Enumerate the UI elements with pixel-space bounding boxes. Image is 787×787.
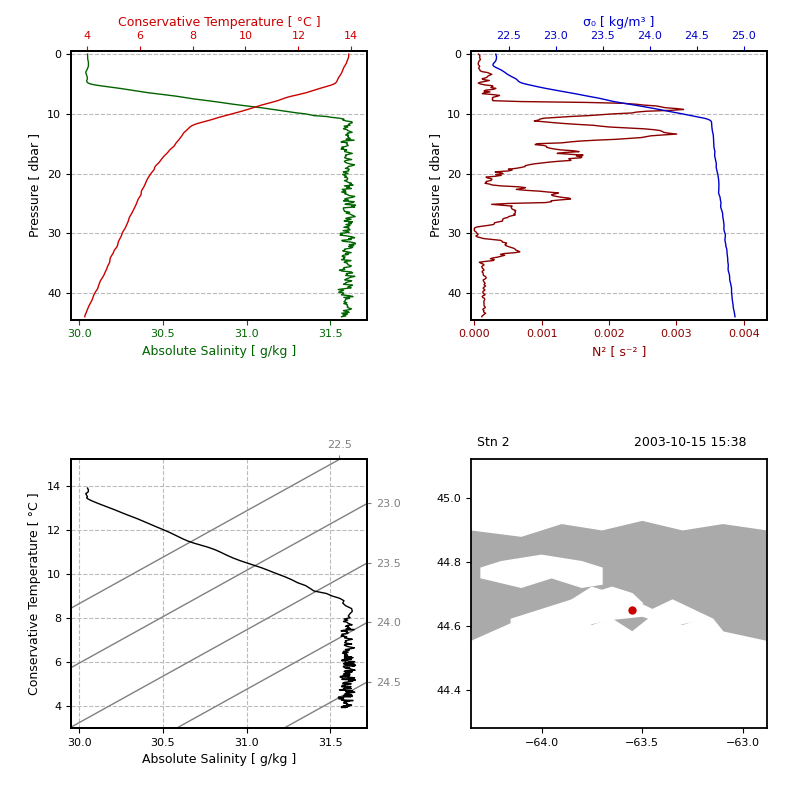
Y-axis label: Pressure [ dbar ]: Pressure [ dbar ] <box>429 134 442 238</box>
Polygon shape <box>481 556 602 587</box>
X-axis label: Absolute Salinity [ g/kg ]: Absolute Salinity [ g/kg ] <box>142 345 296 358</box>
Polygon shape <box>471 482 767 536</box>
Polygon shape <box>571 587 642 619</box>
Polygon shape <box>471 460 767 482</box>
Y-axis label: Pressure [ dbar ]: Pressure [ dbar ] <box>28 134 42 238</box>
Polygon shape <box>512 587 723 632</box>
X-axis label: σ₀ [ kg/m³ ]: σ₀ [ kg/m³ ] <box>583 16 655 29</box>
X-axis label: N² [ s⁻² ]: N² [ s⁻² ] <box>592 345 646 358</box>
Polygon shape <box>471 610 767 728</box>
X-axis label: Conservative Temperature [ °C ]: Conservative Temperature [ °C ] <box>118 16 320 29</box>
Y-axis label: Conservative Temperature [ °C ]: Conservative Temperature [ °C ] <box>28 493 42 695</box>
X-axis label: Absolute Salinity [ g/kg ]: Absolute Salinity [ g/kg ] <box>142 753 296 767</box>
Text: 2003-10-15 15:38: 2003-10-15 15:38 <box>634 436 746 449</box>
Text: Stn 2: Stn 2 <box>477 436 509 449</box>
